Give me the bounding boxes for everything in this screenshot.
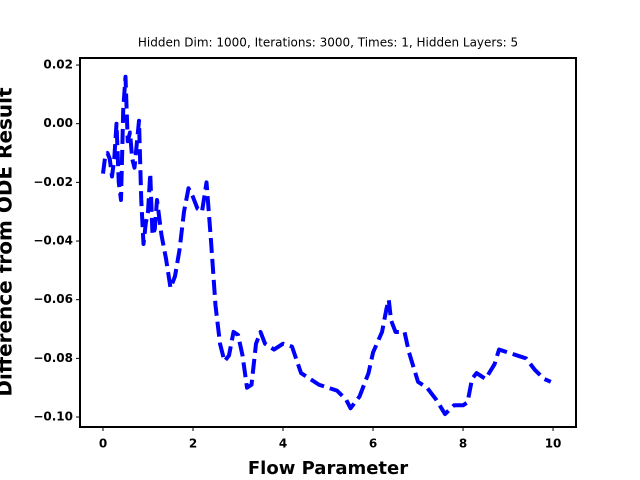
y-axis-label: Difference from ODE Result xyxy=(0,87,17,397)
y-tick-label: −0.02 xyxy=(33,175,73,189)
data-line xyxy=(101,74,552,417)
y-tick-label: −0.06 xyxy=(33,292,73,306)
x-tick-label: 2 xyxy=(189,437,197,451)
plot-frame xyxy=(79,57,577,428)
y-tick-label: 0.00 xyxy=(43,116,73,130)
y-tick-label: 0.02 xyxy=(43,58,73,72)
x-tick-label: 10 xyxy=(545,437,562,451)
x-tick-label: 6 xyxy=(369,437,377,451)
x-tick-label: 0 xyxy=(99,437,107,451)
y-tick-label: −0.08 xyxy=(33,351,73,365)
y-tick-label: −0.10 xyxy=(33,410,73,424)
x-axis-label: Flow Parameter xyxy=(248,458,408,479)
x-tick-label: 8 xyxy=(459,437,467,451)
y-tick-label: −0.04 xyxy=(33,234,73,248)
x-tick-label: 4 xyxy=(279,437,287,451)
chart-title: Hidden Dim: 1000, Iterations: 3000, Time… xyxy=(138,36,518,50)
